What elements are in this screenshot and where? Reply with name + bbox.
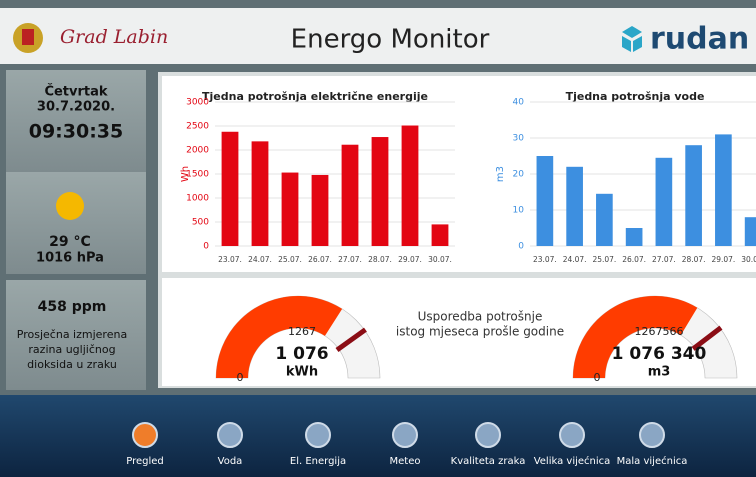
nav-icon [393, 423, 417, 447]
nav-label: Pregled [126, 456, 164, 467]
unit-label: kWh [286, 365, 318, 380]
y-tick-label: 1000 [186, 194, 209, 204]
bar [715, 134, 732, 246]
day: Četvrtak [44, 84, 107, 100]
co2: 458 ppm [38, 299, 107, 315]
y-tick-label: 3000 [186, 98, 209, 108]
x-tick-label: 28.07. [368, 255, 392, 264]
nav-icon [133, 423, 157, 447]
comparison-caption: Usporedba potrošnje [418, 310, 543, 324]
x-tick-label: 29.07. [711, 255, 735, 264]
x-tick-label: 24.07. [248, 255, 272, 264]
value-label: 1 076 340 [612, 344, 707, 364]
logo: rudan [650, 22, 749, 57]
bar [252, 141, 269, 246]
bar [222, 132, 239, 246]
y-tick-label: 40 [513, 98, 525, 108]
x-tick-label: 30.07. [428, 255, 452, 264]
coat-of-arms-shield [22, 29, 34, 45]
comparison-caption: istog mjeseca prošle godine [396, 325, 564, 339]
bar [432, 224, 449, 246]
bar [312, 175, 329, 246]
temperature: 29 °C [49, 234, 91, 250]
x-tick-label: 29.07. [398, 255, 422, 264]
gauge-min-label: 0 [237, 371, 244, 384]
bar [282, 173, 299, 246]
bar [372, 137, 389, 246]
y-tick-label: 0 [203, 242, 209, 252]
nav-label: Kvaliteta zraka [451, 456, 526, 467]
chart-title: Tjedna potrošnja vode [566, 90, 705, 103]
y-tick-label: 500 [192, 218, 209, 228]
bar [656, 158, 673, 246]
bar [342, 145, 359, 246]
nav-label: Mala vijećnica [617, 455, 688, 467]
nav-label: Velika vijećnica [534, 455, 611, 467]
x-tick-label: 24.07. [563, 255, 587, 264]
screen: Grad Labin Energo Monitor rudan Četvrtak… [0, 0, 756, 477]
y-axis-label: m3 [495, 166, 506, 182]
nav-icon [560, 423, 584, 447]
x-tick-label: 25.07. [592, 255, 616, 264]
y-tick-label: 1500 [186, 170, 209, 180]
reference-label: 1267 [288, 325, 316, 338]
date: 30.7.2020. [37, 100, 115, 115]
x-tick-label: 23.07. [218, 255, 242, 264]
bar [596, 194, 613, 246]
y-tick-label: 10 [513, 206, 525, 216]
y-tick-label: 20 [513, 170, 525, 180]
bar [402, 126, 419, 246]
bar [537, 156, 554, 246]
x-tick-label: 27.07. [338, 255, 362, 264]
nav-label: El. Energija [290, 456, 346, 467]
y-tick-label: 0 [518, 242, 524, 252]
x-tick-label: 26.07. [622, 255, 646, 264]
x-tick-label: 30.07. [741, 255, 756, 264]
bar [566, 167, 583, 246]
nav-icon [640, 423, 664, 447]
nav-label: Voda [218, 456, 243, 467]
bar [626, 228, 643, 246]
y-tick-label: 2000 [186, 146, 209, 156]
brand: Grad Labin [60, 26, 168, 48]
y-tick-label: 2500 [186, 122, 209, 132]
nav-icon [306, 423, 330, 447]
x-tick-label: 25.07. [278, 255, 302, 264]
nav-label: Meteo [390, 456, 421, 467]
x-tick-label: 23.07. [533, 255, 557, 264]
co2-caption: dioksida u zraku [27, 358, 117, 371]
unit-label: m3 [648, 365, 671, 380]
gauge-min-label: 0 [594, 371, 601, 384]
bar [745, 217, 756, 246]
time: 09:30:35 [29, 121, 124, 143]
sun-icon [56, 192, 84, 220]
page-title: Energo Monitor [291, 25, 490, 55]
chart-title: Tjedna potrošnja električne energije [202, 90, 428, 103]
x-tick-label: 27.07. [652, 255, 676, 264]
co2-caption: Prosječna izmjerena [17, 328, 127, 341]
x-tick-label: 28.07. [682, 255, 706, 264]
x-tick-label: 26.07. [308, 255, 332, 264]
reference-label: 1267566 [635, 325, 684, 338]
co2-caption: razina ugljičnog [28, 343, 115, 356]
pressure: 1016 hPa [36, 251, 104, 266]
y-tick-label: 30 [513, 134, 525, 144]
value-label: 1 076 [275, 344, 328, 364]
bar [685, 145, 702, 246]
nav-icon [476, 423, 500, 447]
nav-icon [218, 423, 242, 447]
